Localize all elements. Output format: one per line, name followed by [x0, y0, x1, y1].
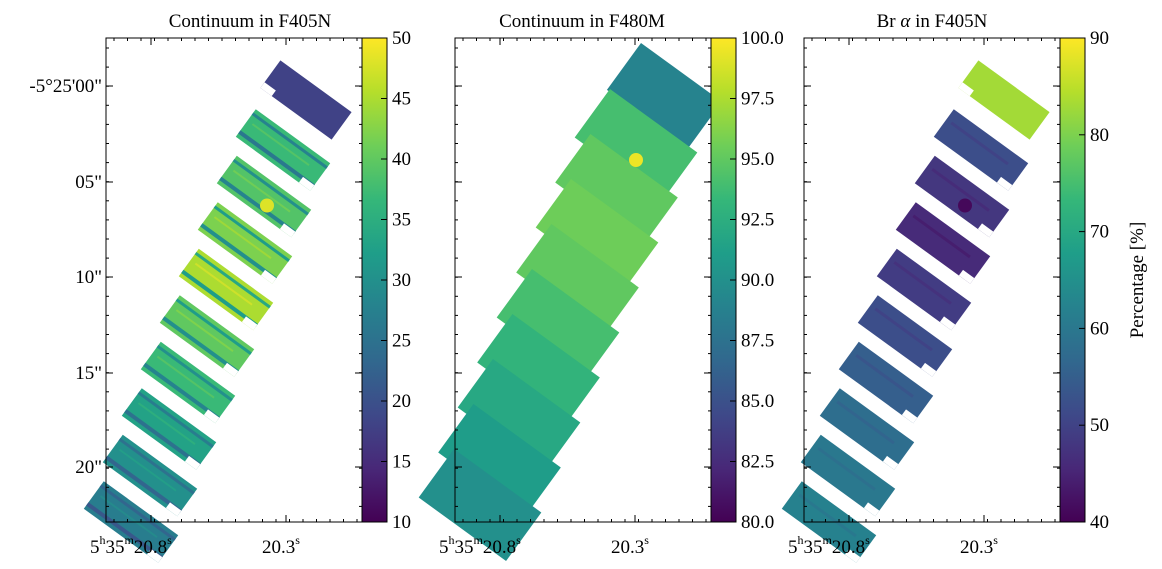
colorbar-tick-label: 70 — [1090, 222, 1109, 243]
map-tile — [216, 155, 312, 238]
colorbar-tick-label: 30 — [392, 270, 411, 291]
panel-2-title: Continuum in F480M — [499, 11, 665, 32]
colorbar-tick-label: 25 — [392, 331, 411, 352]
map-tile — [876, 248, 972, 331]
panel-2-ticks — [455, 38, 711, 522]
colorbar-tick-label: 60 — [1090, 318, 1109, 339]
panel-bralpha-f405n: Br α in F405N 5h35m20.8s 20.3s 40 50 60 70 8… — [781, 11, 1148, 563]
map-tile — [895, 202, 991, 284]
colorbar-tick-label: 45 — [392, 89, 411, 110]
x-tick-label: 5h35m20.8s — [788, 533, 870, 558]
map-tile — [235, 109, 331, 191]
panel-1-y-tick-labels: -5°25'00" 05" 10" 15" 20" — [29, 76, 102, 478]
map-hotspot — [958, 198, 972, 213]
map-tile — [121, 388, 217, 470]
panel-1-ticks — [106, 38, 362, 522]
colorbar-tick-label: 85.0 — [741, 391, 774, 412]
panel-3-map — [781, 60, 1050, 563]
panel-continuum-f405n: Continuum in F405N -5°25'00" 05" 10" 15"… — [29, 11, 411, 563]
colorbar-tick-label: 50 — [392, 28, 411, 49]
x-tick-label: 20.3s — [262, 533, 300, 558]
y-tick-label: 15" — [75, 363, 102, 384]
map-tile — [178, 248, 274, 331]
map-tile — [260, 60, 352, 140]
colorbar-tick-label: 40 — [1090, 512, 1109, 533]
colorbar-tick-label: 40 — [392, 149, 411, 170]
map-tile — [197, 202, 293, 284]
map-tile — [606, 42, 722, 149]
map-tile — [535, 178, 659, 292]
panel-1-map — [83, 60, 352, 563]
colorbar-3-ticks: 40 50 60 70 80 90 — [1079, 28, 1109, 533]
y-tick-label: 20" — [75, 457, 102, 478]
map-tile — [438, 403, 561, 517]
x-tick-label: 20.3s — [611, 533, 649, 558]
map-tile — [800, 434, 896, 517]
x-tick-label: 20.3s — [960, 533, 998, 558]
panel-2-x-tick-labels: 5h35m20.8s 20.3s — [439, 533, 649, 558]
colorbar-1-ticks: 10 15 20 25 30 35 40 45 50 — [381, 28, 411, 533]
colorbar-tick-label: 92.5 — [741, 210, 774, 231]
y-tick-label: -5°25'00" — [29, 76, 102, 97]
panel-3-x-tick-labels: 5h35m20.8s 20.3s — [788, 533, 998, 558]
y-tick-label: 05" — [75, 172, 102, 193]
colorbar-tick-label: 50 — [1090, 415, 1109, 436]
map-tile — [933, 109, 1029, 191]
x-tick-label: 5h35m20.8s — [90, 533, 172, 558]
colorbar-tick-label: 20 — [392, 391, 411, 412]
colorbar-3-label: Percentage [%] — [1127, 222, 1148, 339]
panel-1-x-tick-labels: 5h35m20.8s 20.3s — [90, 533, 300, 558]
colorbar-tick-label: 90.0 — [741, 270, 774, 291]
colorbar-tick-label: 97.5 — [741, 89, 774, 110]
colorbar-tick-label: 80.0 — [741, 512, 774, 533]
map-tile — [838, 341, 934, 424]
panel-2-map — [418, 42, 722, 562]
colorbar-tick-label: 35 — [392, 210, 411, 231]
map-tile — [418, 448, 542, 562]
map-hotspot — [629, 153, 643, 167]
colorbar-2-ticks: 80.0 82.5 85.0 87.5 90.0 92.5 95.0 97.5 100.0 — [730, 28, 784, 533]
map-tile — [857, 295, 953, 377]
map-tile — [555, 133, 678, 247]
colorbar-tick-label: 87.5 — [741, 331, 774, 352]
map-tile — [457, 358, 581, 472]
map-tile — [958, 60, 1050, 140]
colorbar-tick-label: 15 — [392, 452, 411, 473]
map-tile — [574, 88, 698, 202]
map-tile — [477, 313, 600, 427]
colorbar-tick-label: 10 — [392, 512, 411, 533]
x-tick-label: 5h35m20.8s — [439, 533, 521, 558]
map-tile — [102, 434, 198, 517]
map-tile — [516, 223, 639, 337]
map-tile — [140, 341, 236, 424]
panel-3-ticks — [804, 38, 1060, 522]
colorbar-tick-label: 90 — [1090, 28, 1109, 49]
map-hotspot — [260, 198, 274, 213]
colorbar-tick-label: 95.0 — [741, 149, 774, 170]
map-tile — [496, 268, 620, 382]
colorbar-tick-label: 100.0 — [741, 28, 784, 49]
colorbar-tick-label: 82.5 — [741, 452, 774, 473]
map-tile — [159, 295, 255, 377]
panel-1-title: Continuum in F405N — [169, 11, 332, 32]
map-tile — [819, 388, 915, 470]
y-tick-label: 10" — [75, 267, 102, 288]
colorbar-tick-label: 80 — [1090, 125, 1109, 146]
panel-3-title: Br α in F405N — [877, 11, 988, 32]
panel-continuum-f480m: Continuum in F480M 5h35m20.8s 20.3s 80.0… — [418, 11, 784, 562]
colorbar-3 — [1059, 37, 1086, 523]
map-tile — [914, 155, 1010, 238]
